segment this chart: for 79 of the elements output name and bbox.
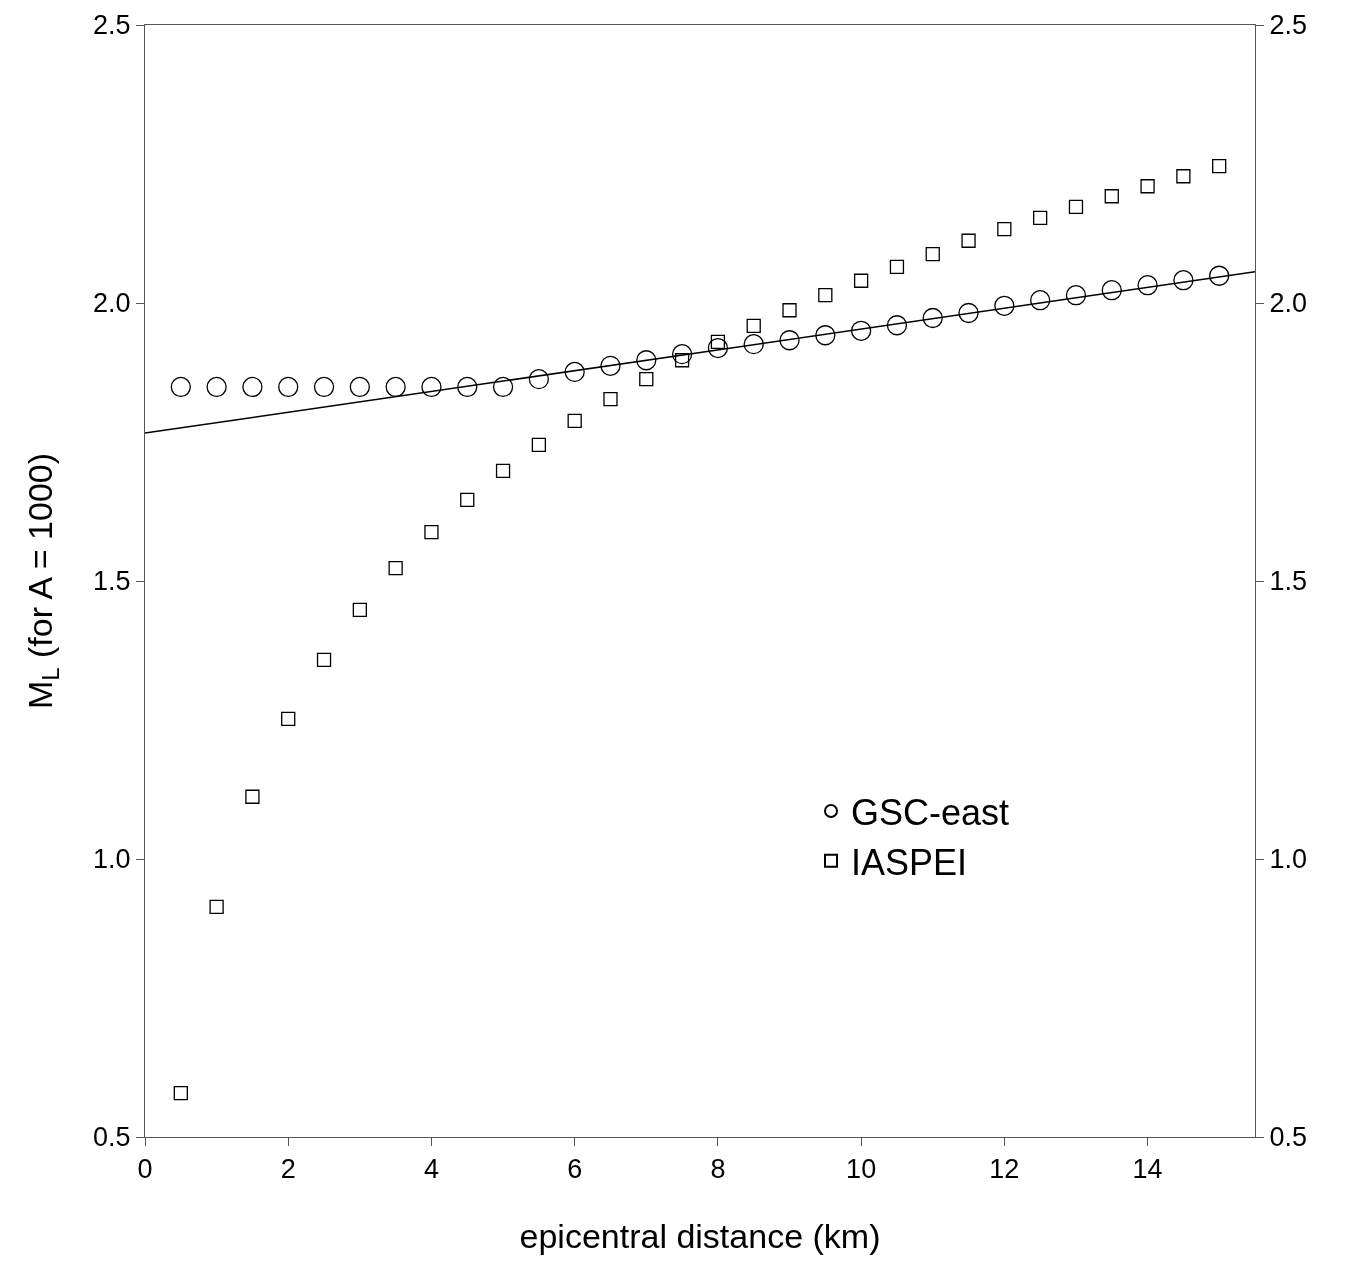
point	[639, 372, 654, 387]
point	[1176, 169, 1191, 184]
point	[671, 344, 693, 365]
point	[994, 295, 1015, 316]
x-tick-label: 4	[423, 1154, 439, 1185]
point	[421, 376, 442, 398]
point	[316, 652, 332, 668]
legend-label: GSC-east	[851, 792, 1010, 834]
point	[958, 302, 979, 324]
y2-tick-label: 2.0	[1269, 288, 1307, 319]
point	[495, 463, 511, 479]
point	[206, 376, 227, 398]
point	[1033, 210, 1048, 226]
point	[922, 307, 943, 329]
point	[603, 392, 618, 407]
point	[600, 355, 621, 376]
x-tick-label: 6	[567, 1154, 583, 1185]
y2-tick-label: 0.5	[1269, 1122, 1307, 1153]
point	[173, 1085, 188, 1101]
point	[818, 288, 833, 303]
legend-label: IASPEI	[851, 841, 968, 883]
point	[746, 318, 761, 333]
point	[1104, 189, 1119, 204]
point	[925, 246, 940, 262]
point	[782, 303, 797, 318]
x-tick-label: 8	[710, 1154, 726, 1185]
x-axis-title: epicentral distance (km)	[519, 1216, 881, 1255]
point	[636, 350, 657, 371]
y-tick-label: 2.5	[93, 10, 131, 41]
point	[528, 369, 550, 390]
point	[457, 376, 478, 398]
y-tick-label: 1.5	[93, 566, 131, 597]
point	[388, 561, 403, 576]
x-tick-label: 2	[280, 1154, 296, 1185]
point	[1173, 270, 1194, 291]
point	[1137, 275, 1158, 296]
x-tick-label: 12	[989, 1154, 1020, 1185]
y-tick-label: 0.5	[93, 1122, 131, 1153]
point	[850, 320, 872, 341]
y2-tick-label: 2.5	[1269, 10, 1307, 41]
point	[278, 376, 299, 398]
point	[492, 376, 514, 398]
point	[1212, 159, 1227, 174]
point	[460, 492, 475, 507]
point	[424, 524, 439, 540]
point	[815, 325, 836, 346]
point	[531, 437, 547, 452]
point	[1101, 280, 1122, 301]
point	[352, 602, 367, 618]
point	[1209, 265, 1230, 286]
point	[313, 376, 335, 398]
point	[889, 259, 905, 275]
point	[209, 899, 224, 914]
point	[245, 789, 260, 804]
point	[853, 273, 869, 288]
point	[1065, 285, 1087, 306]
point	[170, 376, 191, 398]
x-tick-label: 10	[846, 1154, 877, 1185]
point	[1140, 179, 1155, 194]
point	[707, 337, 729, 359]
point	[779, 330, 800, 351]
point	[1030, 290, 1051, 311]
point	[1068, 199, 1084, 214]
point	[997, 221, 1012, 237]
point	[385, 376, 406, 398]
point	[886, 315, 908, 336]
point	[349, 376, 370, 398]
y-tick-label: 1.0	[93, 844, 131, 875]
point	[961, 233, 976, 248]
point	[567, 413, 582, 429]
point	[564, 361, 585, 383]
point	[281, 711, 296, 727]
point	[743, 333, 764, 355]
point	[242, 376, 263, 398]
y2-tick-label: 1.0	[1269, 844, 1307, 875]
y-tick-label: 2.0	[93, 288, 131, 319]
x-tick-label: 14	[1132, 1154, 1163, 1185]
y2-tick-label: 1.5	[1269, 566, 1307, 597]
x-tick-label: 0	[137, 1154, 153, 1185]
